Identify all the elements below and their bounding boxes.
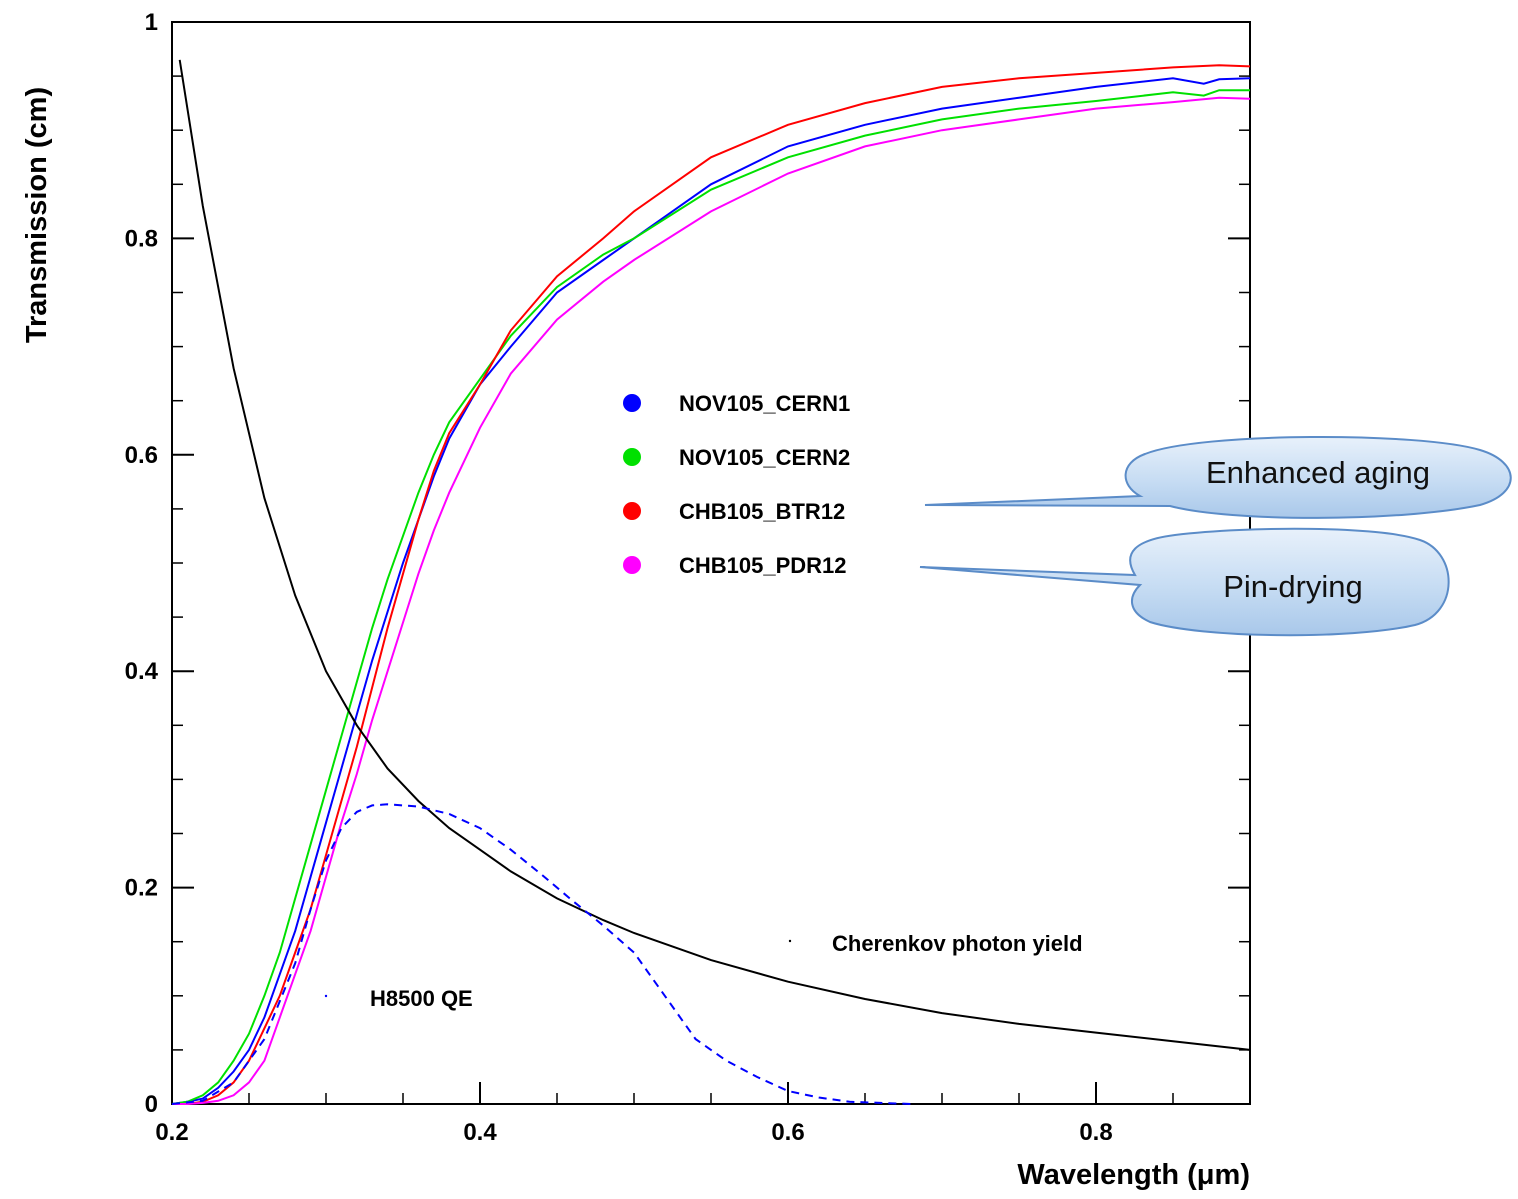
series-line-nov105-cern2 — [171, 89, 1250, 1105]
x-tick-label: 0.8 — [1079, 1119, 1112, 1146]
legend-label: NOV105_CERN2 — [679, 445, 850, 470]
legend-marker — [623, 394, 641, 412]
series-line-nov105-cern1 — [171, 77, 1251, 1105]
legend-label: CHB105_BTR12 — [679, 499, 845, 524]
callout-enhanced-aging-text: Enhanced aging — [1206, 455, 1430, 490]
cherenkov-yield-curve — [178, 59, 1251, 1051]
callout-enhanced-aging: Enhanced aging — [924, 435, 1512, 519]
y-tick-label: 0.8 — [125, 225, 158, 252]
x-axis-ticks: 0.2 0.4 0.6 0.8 — [155, 1082, 1174, 1146]
legend: NOV105_CERN1 NOV105_CERN2 CHB105_BTR12 CHB1… — [623, 391, 850, 578]
legend-marker — [623, 502, 641, 520]
x-tick-label: 0.4 — [463, 1119, 497, 1146]
y-tick-label: 0 — [145, 1091, 158, 1118]
h8500-qe-marker — [324, 994, 328, 998]
legend-marker — [623, 448, 641, 466]
x-axis-title: Wavelength (μm) — [1017, 1159, 1250, 1191]
callout-pin-drying-bubble — [919, 527, 1450, 637]
y-axis-title: Transmission (cm) — [21, 87, 53, 343]
y-tick-label: 1 — [145, 9, 158, 36]
callout-enhanced-aging-bubble — [924, 435, 1512, 519]
legend-marker — [623, 556, 641, 574]
legend-label: CHB105_PDR12 — [679, 553, 847, 578]
callout-pin-drying-text: Pin-drying — [1223, 569, 1363, 604]
curve-annotations: Cherenkov photon yield H8500 QE — [324, 931, 1083, 1011]
series-line-chb105-pdr12 — [172, 96, 1251, 1105]
y-tick-label: 0.4 — [125, 658, 159, 685]
annotation-curves — [171, 59, 1251, 1105]
x-tick-label: 0.6 — [771, 1119, 804, 1146]
series-lines — [171, 64, 1251, 1105]
h8500-qe-label: H8500 QE — [370, 986, 473, 1011]
callout-pin-drying: Pin-drying — [919, 527, 1450, 637]
series-line-chb105-btr12 — [172, 64, 1251, 1105]
legend-label: NOV105_CERN1 — [679, 391, 850, 416]
h8500-qe-curve — [171, 803, 912, 1105]
y-tick-label: 0.6 — [125, 442, 158, 469]
y-axis-ticks: 0 0.2 0.4 0.6 0.8 1 — [125, 9, 1250, 1118]
x-tick-label: 0.2 — [155, 1119, 188, 1146]
cherenkov-yield-label: Cherenkov photon yield — [832, 931, 1083, 956]
y-tick-label: 0.2 — [125, 875, 158, 902]
cherenkov-yield-marker — [788, 939, 792, 943]
